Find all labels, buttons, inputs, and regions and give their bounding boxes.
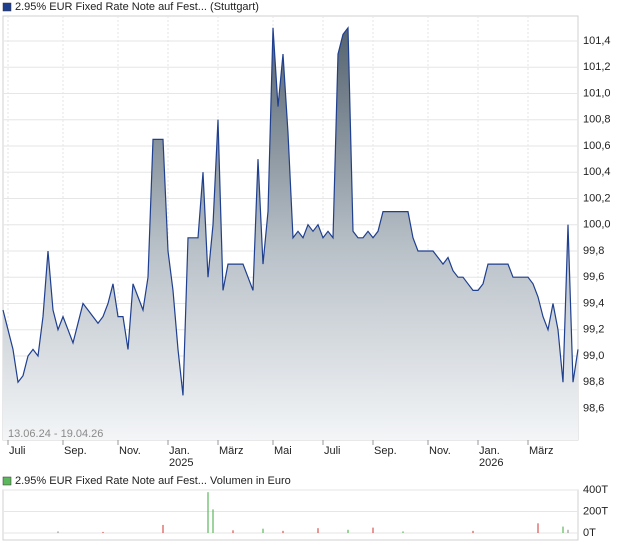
volume-bar <box>57 531 59 533</box>
y-tick-label: 100,0 <box>583 219 611 231</box>
x-tick-label: März <box>529 445 553 457</box>
volume-bar <box>317 528 319 533</box>
x-tick-label: Sep. <box>64 445 87 457</box>
legend-label: 2.95% EUR Fixed Rate Note auf Fest... (S… <box>15 1 259 13</box>
y-tick-label: 100,8 <box>583 114 611 126</box>
volume-bar <box>262 528 264 533</box>
y-tick-label: 99,2 <box>583 324 604 336</box>
y-tick-label: 200T <box>583 505 608 517</box>
date-range: 13.06.24 - 19.04.26 <box>8 428 103 440</box>
y-tick-label: 100,4 <box>583 166 611 178</box>
y-tick-label: 99,8 <box>583 245 604 257</box>
y-tick-label: 0T <box>583 527 596 539</box>
y-tick-label: 400T <box>583 484 608 496</box>
x-tick-label: Jan. 2026 <box>479 445 503 469</box>
volume-bar <box>282 530 284 533</box>
volume-bar <box>212 509 214 533</box>
x-tick-label: Sep. <box>374 445 397 457</box>
x-tick-label: Nov. <box>429 445 451 457</box>
legend-swatch <box>2 2 12 12</box>
volume-bar <box>567 529 569 533</box>
x-tick-label: März <box>219 445 243 457</box>
volume-bar <box>402 531 404 533</box>
price-line <box>2 26 579 396</box>
volume-bar <box>472 530 474 533</box>
x-tick-label: Juli <box>9 445 26 457</box>
volume-bar <box>232 530 234 533</box>
area <box>3 27 578 441</box>
y-tick-label: 101,2 <box>583 61 611 73</box>
legend-swatch <box>2 476 12 486</box>
y-tick-label: 99,0 <box>583 350 604 362</box>
y-tick-label: 101,4 <box>583 35 611 47</box>
x-tick-label: Juli <box>324 445 341 457</box>
volume-bar <box>562 526 564 533</box>
volume-bar <box>207 492 209 533</box>
y-tick-label: 100,2 <box>583 192 611 204</box>
y-tick-label: 100,6 <box>583 140 611 152</box>
y-tick-label: 98,6 <box>583 402 604 414</box>
x-tick-label: Nov. <box>119 445 141 457</box>
legend-label: 2.95% EUR Fixed Rate Note auf Fest... Vo… <box>15 475 291 487</box>
y-tick-label: 99,4 <box>583 297 604 309</box>
x-tick-label: Mai <box>274 445 292 457</box>
volume-bar <box>537 523 539 533</box>
y-tick-label: 99,6 <box>583 271 604 283</box>
volume-bar <box>162 524 164 533</box>
x-tick-label: Jan. 2025 <box>169 445 193 469</box>
y-tick-label: 98,8 <box>583 376 604 388</box>
volume-bar <box>102 531 104 533</box>
y-tick-label: 101,0 <box>583 87 611 99</box>
volume-bar <box>372 527 374 533</box>
volume-bar <box>347 529 349 533</box>
